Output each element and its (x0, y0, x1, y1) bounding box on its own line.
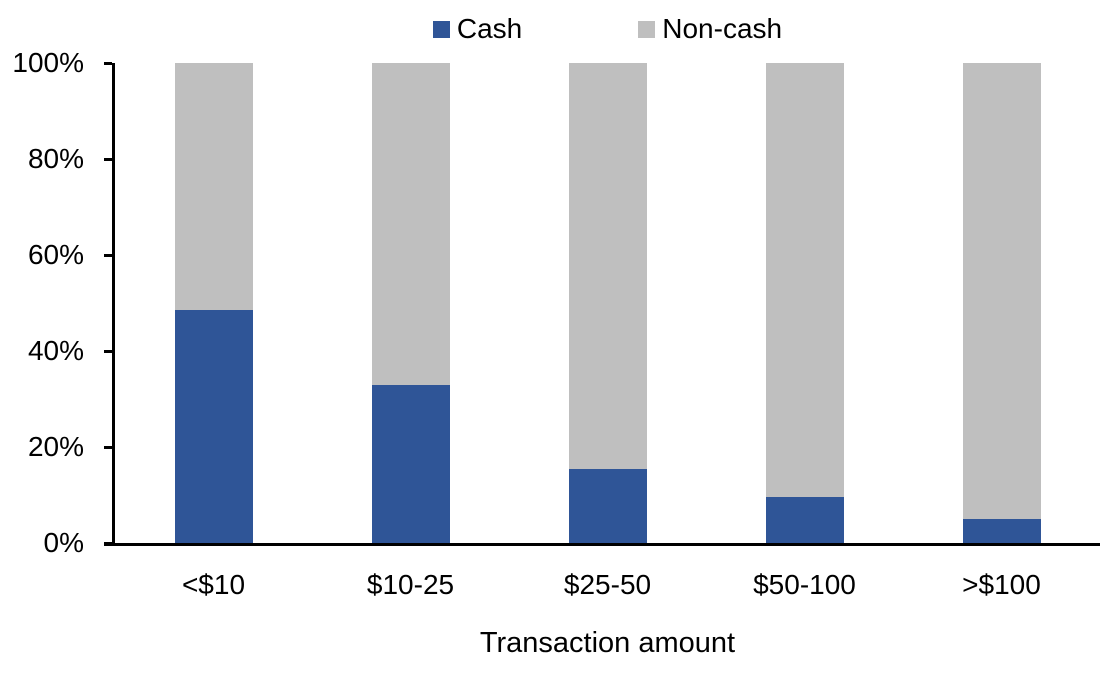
x-tick-label: <$10 (181, 569, 246, 600)
bar-group (962, 63, 1041, 543)
bar-segment-cash (765, 497, 844, 543)
bar-segment-cash (568, 468, 647, 543)
y-tick-label: 100% (12, 47, 84, 78)
y-tick-mark (104, 445, 112, 449)
legend: Cash Non-cash (115, 12, 1100, 46)
bar-segment-cash (371, 384, 450, 543)
bar-group (174, 63, 253, 543)
legend-item-cash: Cash (432, 13, 523, 44)
bar-segment-noncash (962, 63, 1041, 519)
x-tick-label: $10-25 (366, 569, 455, 600)
x-tick-label: $25-50 (563, 569, 652, 600)
y-tick-label: 20% (27, 431, 84, 462)
y-tick-mark (104, 541, 112, 545)
x-tick-label: $50-100 (753, 569, 856, 600)
legend-item-non-cash: Non-cash (638, 14, 782, 44)
x-axis-line (104, 543, 1100, 546)
y-tick-label: 60% (27, 239, 84, 270)
bar-segment-cash (174, 310, 253, 543)
y-axis-line (112, 63, 115, 546)
legend-swatch-icon (432, 20, 450, 38)
y-tick-label: 80% (27, 143, 84, 174)
bar-segment-noncash (765, 63, 844, 498)
y-tick-mark (104, 157, 112, 161)
y-tick-label: 40% (27, 335, 84, 366)
bar-segment-noncash (568, 63, 647, 469)
y-tick-mark (104, 61, 112, 65)
y-tick-mark (104, 349, 112, 353)
x-tick-label: >$100 (962, 569, 1041, 600)
plot-area (104, 61, 1100, 546)
x-axis-title: Transaction amount (479, 627, 736, 659)
bar-segment-noncash (174, 63, 253, 311)
legend-label: Non-cash (662, 13, 783, 44)
bar-group (765, 63, 844, 543)
bar-group (371, 63, 450, 543)
y-tick-label: 0% (43, 527, 84, 558)
legend-swatch-icon (638, 20, 656, 38)
bar-segment-noncash (371, 63, 450, 385)
bar-segment-cash (962, 519, 1041, 543)
legend-label: Cash (456, 13, 523, 44)
bar-group (568, 63, 647, 543)
y-tick-mark (104, 253, 112, 257)
